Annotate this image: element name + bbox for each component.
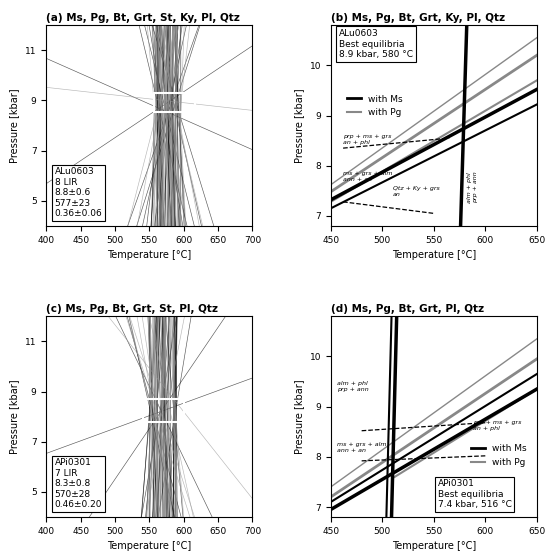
Legend: with Ms, with Pg: with Ms, with Pg <box>343 91 406 121</box>
Text: alm + phl
prp + ann: alm + phl prp + ann <box>467 172 477 203</box>
Text: APi0301
Best equilibria
7.4 kbar, 516 °C: APi0301 Best equilibria 7.4 kbar, 516 °C <box>438 479 512 509</box>
X-axis label: Temperature [°C]: Temperature [°C] <box>392 250 476 260</box>
Text: (d) Ms, Pg, Bt, Grt, Pl, Qtz: (d) Ms, Pg, Bt, Grt, Pl, Qtz <box>331 304 484 314</box>
Text: (b) Ms, Pg, Bt, Grt, Ky, Pl, Qtz: (b) Ms, Pg, Bt, Grt, Ky, Pl, Qtz <box>331 13 505 23</box>
Y-axis label: Pressure [kbar]: Pressure [kbar] <box>294 88 304 163</box>
Text: prp + ms + grs
an + phl: prp + ms + grs an + phl <box>343 134 391 145</box>
Text: ms + grs + alm
ann + an: ms + grs + alm ann + an <box>337 442 386 453</box>
Text: ALu0603
8 LIR
8.8±0.6
577±23
0.36±0.06: ALu0603 8 LIR 8.8±0.6 577±23 0.36±0.06 <box>54 167 102 218</box>
Bar <box>154 93 196 112</box>
Text: prp + ms + grs
an + phl: prp + ms + grs an + phl <box>473 420 522 431</box>
Y-axis label: Pressure [kbar]: Pressure [kbar] <box>10 380 20 454</box>
X-axis label: Temperature [°C]: Temperature [°C] <box>392 541 476 551</box>
Text: Qtz + Ky + grs
an: Qtz + Ky + grs an <box>392 186 439 197</box>
Legend: with Ms, with Pg: with Ms, with Pg <box>468 440 530 470</box>
Bar <box>142 399 184 421</box>
Y-axis label: Pressure [kbar]: Pressure [kbar] <box>10 88 20 163</box>
Text: ms + grs + alm
ann + an: ms + grs + alm ann + an <box>343 171 392 182</box>
Text: ALu0603
Best equilibria
8.9 kbar, 580 °C: ALu0603 Best equilibria 8.9 kbar, 580 °C <box>339 29 413 59</box>
Text: alm + phl
prp + ann: alm + phl prp + ann <box>337 381 368 392</box>
X-axis label: Temperature [°C]: Temperature [°C] <box>107 541 191 551</box>
Text: (c) Ms, Pg, Bt, Grt, St, Pl, Qtz: (c) Ms, Pg, Bt, Grt, St, Pl, Qtz <box>46 304 219 314</box>
Text: APi0301
7 LIR
8.3±0.8
570±28
0.46±0.20: APi0301 7 LIR 8.3±0.8 570±28 0.46±0.20 <box>54 458 102 509</box>
X-axis label: Temperature [°C]: Temperature [°C] <box>107 250 191 260</box>
Y-axis label: Pressure [kbar]: Pressure [kbar] <box>294 380 304 454</box>
Text: (a) Ms, Pg, Bt, Grt, St, Ky, Pl, Qtz: (a) Ms, Pg, Bt, Grt, St, Ky, Pl, Qtz <box>46 13 240 23</box>
